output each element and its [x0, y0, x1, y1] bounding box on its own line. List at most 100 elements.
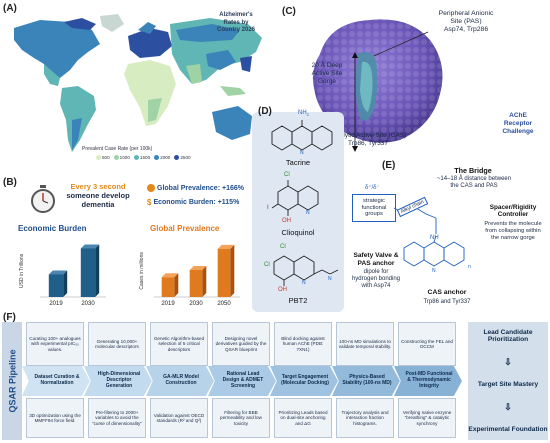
bar-top — [189, 265, 207, 270]
tacrine-name: Tacrine — [285, 158, 311, 167]
bar-category-label: 2030 — [81, 301, 95, 307]
outcome-target: Target Site Mastery — [477, 380, 539, 388]
n-subscript: n — [468, 264, 471, 270]
ache-protein-surface — [312, 19, 443, 143]
pipeline-bottom-note: Filtering for BBB permeability and low t… — [212, 398, 270, 438]
prevalence-chart-title: Global Prevalence — [150, 224, 220, 233]
clioquinol-oh: OH — [282, 218, 291, 224]
world-map — [6, 14, 264, 166]
gorge-label: 20 Å Deep Active Site Gorge — [311, 62, 343, 85]
dollar-icon: $ — [147, 198, 152, 207]
bar-top — [217, 244, 235, 249]
bar-category-label: 2050 — [217, 301, 231, 307]
pipeline-bottom-note: 3D optimization using the MMFF94 force f… — [26, 398, 84, 438]
burden-ylabel: USD in Trillions — [19, 253, 26, 288]
pipeline-outcomes: Lead Candidate Prioritization ⇩ Target S… — [468, 322, 548, 440]
map-europe — [128, 28, 172, 58]
bar-side — [63, 270, 68, 297]
outcome-experimental: Experimental Foundation — [468, 425, 548, 433]
pipeline-step: Dataset Curation & Normalization — [22, 366, 90, 396]
pipeline-steps: Curating 100+ analogues with experimenta… — [22, 322, 464, 440]
ache-challenge-label: AChE Receptor Challenge — [502, 112, 534, 135]
pbt2-oh: OH — [278, 287, 287, 293]
pipeline-bottom-note: Verifying native enzyme "breathing" & ca… — [398, 398, 456, 438]
clioquinol-cl: Cl — [284, 172, 290, 178]
down-arrow-icon: ⇩ — [504, 401, 512, 412]
bar — [189, 269, 203, 297]
spacer-text: Prevents the molecule from collapsing wi… — [484, 221, 542, 241]
map-legend-title: Prevalent Case Rate (per 100k) — [82, 146, 153, 152]
bar-side — [95, 244, 100, 297]
map-africa — [124, 60, 176, 126]
pipeline-step: GA-MLR Model Construction — [146, 366, 214, 396]
clioquinol-name: Clioquinol — [281, 228, 315, 237]
pipeline-step: Target Engagement (Molecular Docking) — [270, 366, 338, 396]
pipeline-top-note: Constructing the FEL and DCCM — [398, 322, 456, 366]
bar-top — [161, 273, 179, 278]
functional-groups-box: strategic functional groups — [352, 194, 396, 222]
gorge-depth-arrow — [352, 52, 358, 152]
legend-item: 1000 — [113, 155, 130, 160]
legend-item: 2500 — [174, 155, 191, 160]
bar-side — [202, 265, 207, 297]
pipeline-bottom-note: Trajectory analysis and interaction frac… — [336, 398, 394, 438]
pas-pointer-line — [373, 31, 429, 57]
bar-category-label: 2030 — [189, 301, 203, 307]
burden-stat: $ Economic Burden: +115% — [147, 198, 240, 207]
pipeline-top-note: Blind docking against human AChE (PDB: 7… — [274, 322, 332, 366]
bar — [48, 274, 64, 297]
clioquinol-iodine: I — [267, 205, 269, 211]
panel-label-a: (A) — [3, 3, 17, 14]
bar — [217, 248, 231, 297]
clioquinol-structure: N — [271, 180, 319, 216]
legend-item: 2000 — [154, 155, 170, 160]
safety-valve-text: dipole for hydrogen bonding with Asp74 — [351, 269, 401, 290]
bar — [161, 277, 175, 297]
pipeline-step: High-Dimensional Descriptor Generation — [84, 366, 152, 396]
spacer-title: Spacer/Rigidity Controller — [489, 204, 537, 219]
panel-label-b: (B) — [3, 177, 17, 188]
pbt2-name: PBT2 — [288, 296, 308, 305]
down-arrow-icon: ⇩ — [504, 357, 512, 368]
prevalence-stat: Global Prevalence: +166% — [147, 184, 244, 192]
pipeline-top-note: Designing novel derivatives guided by th… — [212, 322, 270, 366]
panel-label-e: (E) — [382, 160, 396, 171]
panel-label-c: (C) — [282, 6, 296, 17]
map-title: Alzheimer's Rates by Country 2026 — [216, 12, 255, 33]
cas-anchor-text: Trp86 and Tyr337 — [423, 299, 471, 305]
map-australia — [212, 106, 252, 140]
clioquinol-n-atom: N — [306, 210, 310, 216]
pipeline-top-note: 100-ns MD simulations to validate tempor… — [336, 322, 394, 366]
hybrid-n-atom: N — [432, 268, 436, 274]
bar — [80, 248, 96, 297]
stopwatch-icon — [31, 185, 55, 213]
safety-valve-title: Safety Valve & PAS anchor — [353, 252, 399, 267]
prevalence-chart: 2019 2030 2050 — [154, 244, 240, 307]
map-legend: 500 1000 1500 2000 2500 — [96, 155, 191, 160]
dementia-headline: Every 3 second someone develop dementia — [66, 182, 130, 209]
tacrine-structure: N — [271, 120, 333, 156]
globe-icon — [147, 184, 155, 192]
legend-item: 500 — [96, 155, 110, 160]
bar-side — [174, 273, 179, 297]
map-north-america — [14, 20, 100, 78]
pipeline-step: Post-MD Functional & Thermodynamic Integ… — [394, 366, 462, 396]
pipeline-side-bar: QSAR Pipeline — [2, 322, 22, 440]
panel-d-box — [252, 112, 344, 312]
cas-label: Catalytic Active Site (CAS) Trp86, Tyr33… — [329, 132, 407, 147]
pipeline-bottom-note: Validation against OECD standards (R² an… — [150, 398, 208, 438]
bridge-text: ~14–18 Å distance between the CAS and PA… — [436, 176, 512, 190]
pbt2-n-atom: N — [328, 276, 332, 282]
pipeline-top-note: Curating 100+ analogues with experimenta… — [26, 322, 84, 366]
legend-item: 1500 — [133, 155, 150, 160]
pipeline-top-note: Generating 10,000+ molecular descriptors — [88, 322, 146, 366]
pipeline-side-label: QSAR Pipeline — [7, 349, 18, 413]
bar-category-label: 2019 — [49, 301, 63, 307]
bar-category-label: 2019 — [161, 301, 175, 307]
pipeline-step: Rational Lead Design & ADMET Screening — [208, 366, 276, 396]
tacrine-amine: NH2 — [298, 110, 309, 118]
bar-top — [48, 270, 68, 275]
bar-top — [80, 244, 100, 249]
cas-anchor-title: CAS anchor — [427, 289, 467, 296]
bar-side — [230, 244, 235, 297]
